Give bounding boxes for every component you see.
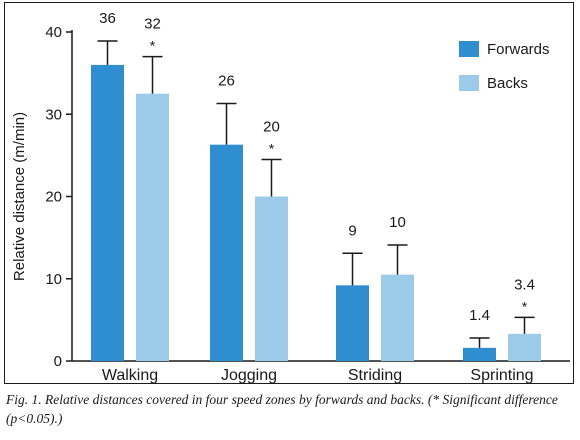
figure-caption: Fig. 1. Relative distances covered in fo… <box>6 392 558 426</box>
data-label: 36 <box>99 10 116 27</box>
legend-label-backs: Backs <box>487 75 528 92</box>
bar-chart: 0 10 20 30 40 Relative distance (m/min) 36 32 * W… <box>11 10 570 384</box>
significance-marker: * <box>522 298 528 314</box>
data-label: 9 <box>348 222 356 239</box>
y-axis-label: Relative distance (m/min) <box>11 112 28 281</box>
figure-frame <box>4 2 574 384</box>
bar-walking-forwards <box>91 64 124 362</box>
data-label: 1.4 <box>469 307 490 324</box>
data-label: 26 <box>218 73 235 90</box>
data-label: 32 <box>144 16 161 33</box>
y-tick-label: 20 <box>45 189 62 206</box>
bar-jogging-backs <box>255 196 288 361</box>
legend-swatch-forwards <box>459 41 479 57</box>
y-tick-label: 0 <box>54 353 62 370</box>
legend-label-forwards: Forwards <box>487 41 550 58</box>
bar-sprinting-forwards <box>463 347 496 361</box>
x-tick-label: Jogging <box>221 367 277 384</box>
y-tick-label: 10 <box>45 271 62 288</box>
x-tick-label: Walking <box>102 367 158 384</box>
significance-marker: * <box>150 38 156 54</box>
x-tick-label: Striding <box>348 367 402 384</box>
bar-sprinting-backs <box>508 333 541 361</box>
data-label: 10 <box>389 214 406 231</box>
significance-marker: * <box>269 140 275 156</box>
bar-jogging-forwards <box>210 144 243 361</box>
data-label: 3.4 <box>514 276 535 293</box>
bar-walking-backs <box>136 93 169 361</box>
x-tick-label: Sprinting <box>470 367 533 384</box>
bar-striding-forwards <box>336 285 369 361</box>
y-tick-label: 30 <box>45 106 62 123</box>
data-label: 20 <box>263 118 280 135</box>
bar-striding-backs <box>381 274 414 361</box>
legend-swatch-backs <box>459 75 479 91</box>
y-tick-label: 40 <box>45 24 62 41</box>
